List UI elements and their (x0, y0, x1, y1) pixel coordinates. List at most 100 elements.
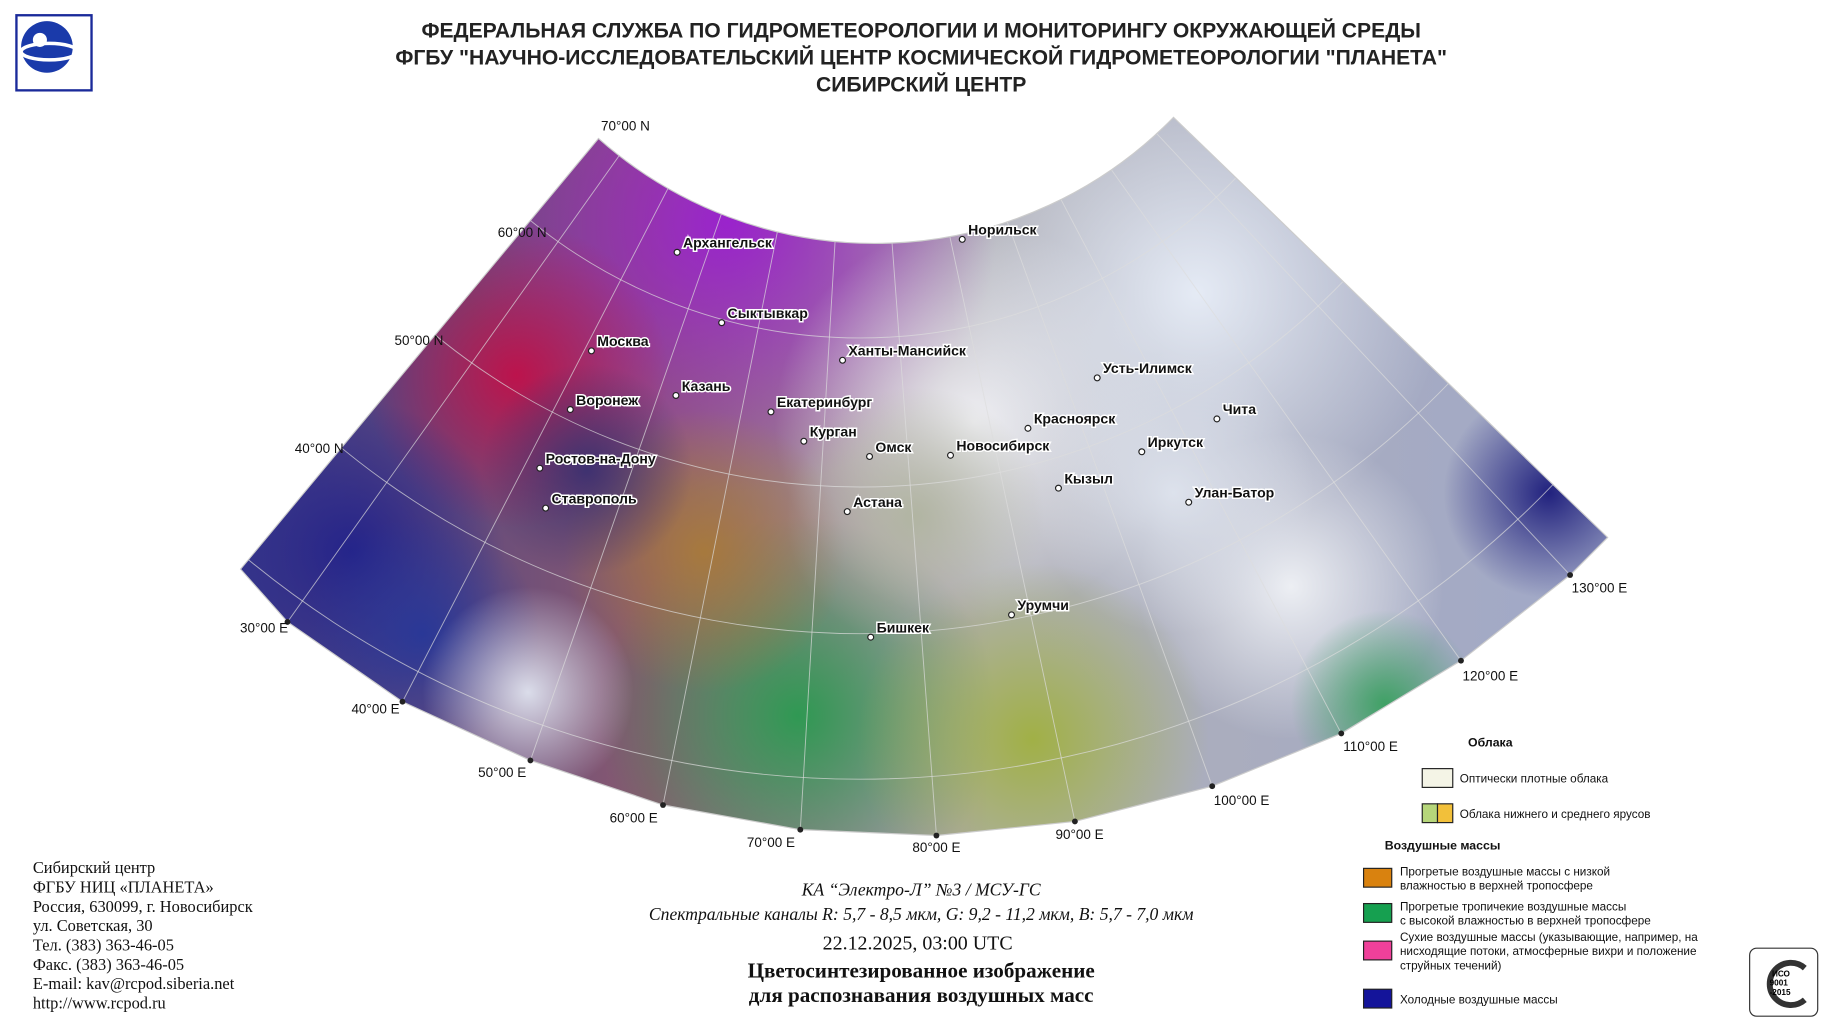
cloud-field (1032, 352, 1315, 634)
iso-text: 9001 (1770, 979, 1789, 988)
meridian-dot (284, 619, 291, 625)
cloud-field (1443, 387, 1608, 599)
legend-label: Прогретые тропичекие воздушные массы (1400, 901, 1626, 914)
address-line: ФГБУ НИЦ «ПЛАНЕТА» (33, 877, 214, 896)
parallel (338, 117, 1382, 339)
iso-text: -2015 (1770, 988, 1791, 997)
meridian-label: 130°00 E (1572, 581, 1628, 596)
legend-title: Облака (1468, 735, 1513, 749)
city-label: Иркутск (1148, 434, 1204, 450)
meridian-dot (399, 698, 406, 705)
iso-text: ИСО (1772, 969, 1791, 978)
city-dot (800, 437, 808, 445)
legend-label: влажностью в верхней тропосфере (1400, 879, 1593, 892)
cloud-field (786, 387, 1045, 646)
city-dot (946, 451, 955, 459)
city-label: Курган (810, 424, 857, 440)
address-line: Россия, 630099, г. Новосибирск (33, 897, 253, 916)
city-label: Омск (875, 439, 912, 455)
legend-label: Прогретые воздушные массы с низкой (1400, 865, 1610, 878)
city-dot (1138, 448, 1146, 456)
swatch (1362, 902, 1393, 923)
meridian-dot (1458, 657, 1464, 664)
city-dot (1024, 424, 1032, 432)
meridian-label: 100°00 E (1214, 793, 1270, 808)
city-label: Казань (682, 378, 731, 394)
meridian-dot (1209, 783, 1216, 790)
city-dot (1213, 415, 1221, 423)
address-line: Факс. (383) 363-46-05 (33, 955, 184, 974)
city-dot (1054, 484, 1062, 492)
legend-label: Оптически плотные облака (1460, 773, 1609, 786)
legend-title: Воздушные массы (1385, 839, 1501, 853)
city-label: Сыктывкар (728, 305, 809, 321)
parallel-label: 50°00 N (394, 333, 443, 348)
header-line: ФГБУ "НАУЧНО-ИССЛЕДОВАТЕЛЬСКИЙ ЦЕНТР КОС… (395, 46, 1447, 70)
meridian-label: 30°00 E (240, 620, 288, 635)
city-label: Урумчи (1017, 597, 1069, 613)
legend-label: нисходящие потоки, атмосферные вихри и п… (1400, 945, 1697, 958)
city-dot (1185, 498, 1193, 506)
city-dot (843, 508, 851, 516)
meridian-label: 40°00 E (351, 701, 399, 716)
swatch (1362, 988, 1393, 1009)
city-dot (542, 504, 550, 512)
city-label: Чита (1223, 401, 1256, 417)
meridian-label: 60°00 E (610, 811, 658, 826)
city-label: Москва (597, 333, 648, 349)
swatch (1421, 768, 1454, 788)
meridian-dot (660, 802, 666, 808)
legend-label: Холодные воздушные массы (1400, 993, 1558, 1006)
cloud-field (422, 586, 634, 798)
city-dot (587, 347, 595, 355)
city-label: Улан-Батор (1195, 485, 1275, 501)
city-dot (536, 464, 544, 472)
city-dot (1093, 374, 1101, 382)
city-dot (958, 235, 966, 243)
meridian-label: 120°00 E (1462, 669, 1518, 684)
parallel (240, 117, 1608, 635)
city-label: Екатеринбург (777, 394, 873, 410)
meridian-dot (1071, 818, 1078, 825)
city-label: Норильск (968, 222, 1037, 238)
caption-channels: Спектральные каналы R: 5,7 - 8,5 мкм, G:… (649, 904, 1193, 924)
meridian-label: 80°00 E (912, 840, 960, 855)
iso-logo: ИСО 9001 -2015 (1749, 947, 1819, 1017)
caption-satellite: КА “Электро-Л” №3 / МСУ-ГС (801, 879, 1041, 899)
address-line: E-mail: kav@rcpod.siberia.net (33, 974, 235, 993)
cloud-field (481, 363, 693, 575)
legend-label: струйных течений) (1400, 959, 1502, 972)
city-dot (566, 406, 574, 414)
city-dot (672, 391, 680, 399)
city-dot (673, 248, 681, 256)
swatch (1362, 940, 1393, 961)
city-label: Воронеж (576, 392, 639, 408)
header-line: ФЕДЕРАЛЬНАЯ СЛУЖБА ПО ГИДРОМЕТЕОРОЛОГИИ … (421, 19, 1420, 43)
caption-title: для распознавания воздушных масс (749, 983, 1094, 1007)
caption-datetime: 22.12.2025, 03:00 UTC (823, 932, 1013, 954)
legend: Облака Оптически плотные облака Облака ниж… (1362, 735, 1698, 1009)
meridian-label: 50°00 E (478, 765, 526, 780)
city-dot (1008, 611, 1016, 619)
address-line: ул. Советская, 30 (33, 916, 153, 935)
swatch (1421, 803, 1439, 824)
city-label: Новосибирск (956, 438, 1050, 454)
address-line: http://www.rcpod.ru (33, 994, 166, 1013)
legend-label: Сухие воздушные массы (указывающие, напр… (1400, 931, 1698, 944)
parallel (240, 117, 1531, 488)
meridian-dot (797, 826, 804, 833)
logo (15, 14, 93, 92)
swatch (1436, 803, 1454, 824)
meridian-label: 110°00 E (1343, 739, 1398, 754)
city-dot (718, 319, 726, 327)
city-dot (867, 633, 875, 641)
caption-title: Цветосинтезированное изображение (748, 958, 1095, 982)
city-label: Ставрополь (552, 490, 637, 506)
header-line: СИБИРСКИЙ ЦЕНТР (816, 73, 1026, 97)
legend-label: Облака нижнего и среднего ярусов (1460, 808, 1651, 821)
parallel-label: 60°00 N (498, 225, 547, 240)
city-dot (839, 356, 847, 364)
swatch (1362, 867, 1393, 888)
